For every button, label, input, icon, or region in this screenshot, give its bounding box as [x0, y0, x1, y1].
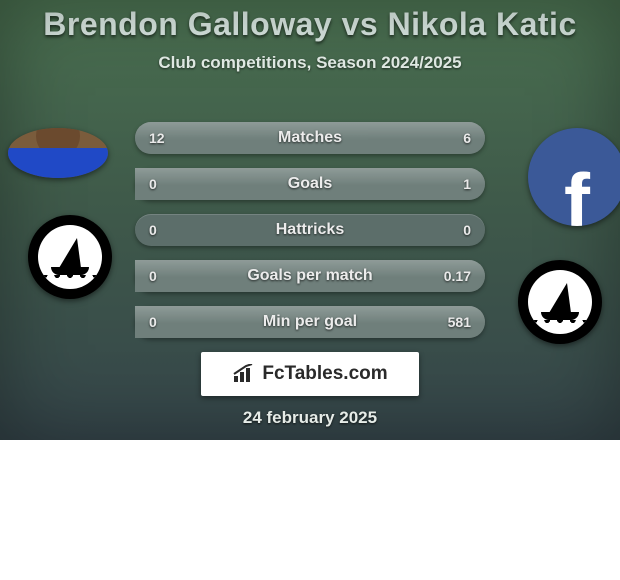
- sail-icon: [549, 283, 571, 313]
- stat-value-right: 1: [463, 176, 471, 192]
- waves-icon: [38, 275, 102, 283]
- stat-label: Hattricks: [276, 221, 344, 239]
- club-badge-left-inner: [38, 225, 102, 289]
- stat-value-left: 0: [149, 268, 157, 284]
- stat-value-left: 0: [149, 314, 157, 330]
- stat-row: 12 Matches 6: [135, 122, 485, 154]
- stat-label: Matches: [278, 129, 342, 147]
- comparison-card: Brendon Galloway vs Nikola Katic Club co…: [0, 0, 620, 440]
- hull-icon: [541, 312, 579, 320]
- avatar-jersey-shape: [8, 148, 108, 178]
- player-left-avatar: [8, 128, 108, 178]
- club-badge-left: [28, 215, 112, 299]
- facebook-icon: f: [564, 162, 590, 226]
- stat-value-left: 12: [149, 130, 165, 146]
- club-badge-right: [518, 260, 602, 344]
- stat-label: Goals per match: [247, 267, 372, 285]
- stat-label: Goals: [288, 175, 332, 193]
- stat-value-right: 581: [448, 314, 471, 330]
- stat-row: 0 Goals per match 0.17: [135, 260, 485, 292]
- waves-icon: [528, 320, 592, 328]
- stat-rows: 12 Matches 6 0 Goals 1 0 Hattricks 0 0 G…: [135, 122, 485, 352]
- hull-icon: [51, 267, 89, 275]
- stat-value-right: 0: [463, 222, 471, 238]
- stat-value-left: 0: [149, 176, 157, 192]
- stat-value-left: 0: [149, 222, 157, 238]
- stat-value-right: 6: [463, 130, 471, 146]
- stat-row: 0 Goals 1: [135, 168, 485, 200]
- stat-label: Min per goal: [263, 313, 357, 331]
- chart-icon: [232, 364, 260, 384]
- stat-row: 0 Hattricks 0: [135, 214, 485, 246]
- page-title: Brendon Galloway vs Nikola Katic: [0, 0, 620, 43]
- brand-text: FcTables.com: [262, 363, 387, 385]
- date-text: 24 february 2025: [0, 408, 620, 428]
- subtitle: Club competitions, Season 2024/2025: [0, 53, 620, 73]
- sail-icon: [59, 238, 81, 268]
- stat-row: 0 Min per goal 581: [135, 306, 485, 338]
- brand-box: FcTables.com: [201, 352, 419, 396]
- club-badge-right-inner: [528, 270, 592, 334]
- stat-value-right: 0.17: [444, 268, 471, 284]
- player-right-avatar: f: [528, 128, 620, 226]
